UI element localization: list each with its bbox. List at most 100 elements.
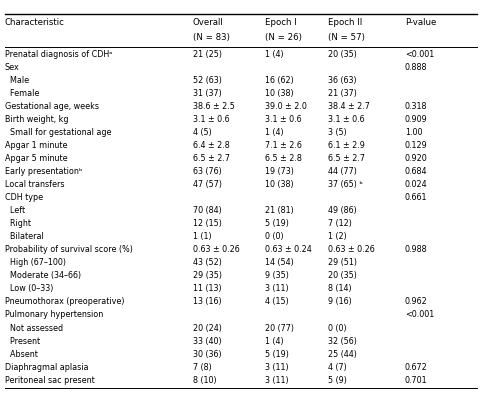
Text: 7 (12): 7 (12) <box>328 219 352 228</box>
Text: 3 (11): 3 (11) <box>265 284 289 294</box>
Text: (N = 26): (N = 26) <box>265 33 302 43</box>
Text: 49 (86): 49 (86) <box>328 206 357 215</box>
Text: (N = 83): (N = 83) <box>193 33 230 43</box>
Text: 0.63 ± 0.24: 0.63 ± 0.24 <box>265 245 312 254</box>
Text: <0.001: <0.001 <box>405 310 434 320</box>
Text: (N = 57): (N = 57) <box>328 33 365 43</box>
Text: 47 (57): 47 (57) <box>193 180 222 189</box>
Text: 3.1 ± 0.6: 3.1 ± 0.6 <box>265 115 302 124</box>
Text: 32 (56): 32 (56) <box>328 336 357 346</box>
Text: Overall: Overall <box>193 18 224 27</box>
Text: 30 (36): 30 (36) <box>193 349 221 359</box>
Text: 0.684: 0.684 <box>405 167 428 176</box>
Text: Early presentationᵇ: Early presentationᵇ <box>5 167 82 176</box>
Text: Male: Male <box>5 76 29 85</box>
Text: 0.988: 0.988 <box>405 245 428 254</box>
Text: 0.024: 0.024 <box>405 180 428 189</box>
Text: 0.661: 0.661 <box>405 193 428 202</box>
Text: 1 (4): 1 (4) <box>265 128 284 137</box>
Text: 52 (63): 52 (63) <box>193 76 222 85</box>
Text: 0 (0): 0 (0) <box>265 232 284 241</box>
Text: Epoch II: Epoch II <box>328 18 362 27</box>
Text: Sex: Sex <box>5 63 20 72</box>
Text: 21 (25): 21 (25) <box>193 50 222 59</box>
Text: 0.701: 0.701 <box>405 375 428 385</box>
Text: 3 (11): 3 (11) <box>265 375 289 385</box>
Text: 29 (51): 29 (51) <box>328 258 357 268</box>
Text: Pneumothorax (preoperative): Pneumothorax (preoperative) <box>5 297 124 307</box>
Text: 21 (81): 21 (81) <box>265 206 294 215</box>
Text: High (67–100): High (67–100) <box>5 258 66 268</box>
Text: Not assessed: Not assessed <box>5 323 63 333</box>
Text: 21 (37): 21 (37) <box>328 89 357 98</box>
Text: 6.5 ± 2.7: 6.5 ± 2.7 <box>328 154 365 163</box>
Text: 31 (37): 31 (37) <box>193 89 222 98</box>
Text: 6.4 ± 2.8: 6.4 ± 2.8 <box>193 141 229 150</box>
Text: 33 (40): 33 (40) <box>193 336 221 346</box>
Text: 1 (4): 1 (4) <box>265 50 284 59</box>
Text: Epoch I: Epoch I <box>265 18 297 27</box>
Text: Peritoneal sac present: Peritoneal sac present <box>5 375 94 385</box>
Text: 43 (52): 43 (52) <box>193 258 222 268</box>
Text: Bilateral: Bilateral <box>5 232 43 241</box>
Text: Probability of survival score (%): Probability of survival score (%) <box>5 245 133 254</box>
Text: Left: Left <box>5 206 25 215</box>
Text: Apgar 1 minute: Apgar 1 minute <box>5 141 67 150</box>
Text: 9 (35): 9 (35) <box>265 271 289 281</box>
Text: 38.4 ± 2.7: 38.4 ± 2.7 <box>328 102 370 111</box>
Text: 11 (13): 11 (13) <box>193 284 221 294</box>
Text: 4 (15): 4 (15) <box>265 297 289 307</box>
Text: 0.129: 0.129 <box>405 141 428 150</box>
Text: 10 (38): 10 (38) <box>265 89 294 98</box>
Text: 5 (9): 5 (9) <box>328 375 347 385</box>
Text: 1.00: 1.00 <box>405 128 422 137</box>
Text: 0.63 ± 0.26: 0.63 ± 0.26 <box>328 245 375 254</box>
Text: 0.888: 0.888 <box>405 63 428 72</box>
Text: Birth weight, kg: Birth weight, kg <box>5 115 68 124</box>
Text: 10 (38): 10 (38) <box>265 180 294 189</box>
Text: Local transfers: Local transfers <box>5 180 64 189</box>
Text: Apgar 5 minute: Apgar 5 minute <box>5 154 67 163</box>
Text: 20 (24): 20 (24) <box>193 323 222 333</box>
Text: 0.63 ± 0.26: 0.63 ± 0.26 <box>193 245 240 254</box>
Text: Pulmonary hypertension: Pulmonary hypertension <box>5 310 103 320</box>
Text: 6.1 ± 2.9: 6.1 ± 2.9 <box>328 141 365 150</box>
Text: 1 (4): 1 (4) <box>265 336 284 346</box>
Text: 25 (44): 25 (44) <box>328 349 357 359</box>
Text: 63 (76): 63 (76) <box>193 167 222 176</box>
Text: 70 (84): 70 (84) <box>193 206 222 215</box>
Text: 44 (77): 44 (77) <box>328 167 357 176</box>
Text: 20 (77): 20 (77) <box>265 323 294 333</box>
Text: Right: Right <box>5 219 31 228</box>
Text: 0 (0): 0 (0) <box>328 323 347 333</box>
Text: Small for gestational age: Small for gestational age <box>5 128 111 137</box>
Text: 19 (73): 19 (73) <box>265 167 294 176</box>
Text: Diaphragmal aplasia: Diaphragmal aplasia <box>5 362 88 372</box>
Text: 3.1 ± 0.6: 3.1 ± 0.6 <box>193 115 229 124</box>
Text: 0.672: 0.672 <box>405 362 428 372</box>
Text: 3 (5): 3 (5) <box>328 128 347 137</box>
Text: 0.909: 0.909 <box>405 115 428 124</box>
Text: Prenatal diagnosis of CDHᵃ: Prenatal diagnosis of CDHᵃ <box>5 50 112 59</box>
Text: 0.318: 0.318 <box>405 102 428 111</box>
Text: 20 (35): 20 (35) <box>328 271 357 281</box>
Text: 9 (16): 9 (16) <box>328 297 351 307</box>
Text: Present: Present <box>5 336 40 346</box>
Text: 7.1 ± 2.6: 7.1 ± 2.6 <box>265 141 302 150</box>
Text: 5 (19): 5 (19) <box>265 349 289 359</box>
Text: 20 (35): 20 (35) <box>328 50 357 59</box>
Text: Moderate (34–66): Moderate (34–66) <box>5 271 81 281</box>
Text: <0.001: <0.001 <box>405 50 434 59</box>
Text: Gestational age, weeks: Gestational age, weeks <box>5 102 99 111</box>
Text: Low (0–33): Low (0–33) <box>5 284 53 294</box>
Text: 6.5 ± 2.7: 6.5 ± 2.7 <box>193 154 230 163</box>
Text: 6.5 ± 2.8: 6.5 ± 2.8 <box>265 154 302 163</box>
Text: 29 (35): 29 (35) <box>193 271 222 281</box>
Text: 0.962: 0.962 <box>405 297 428 307</box>
Text: Absent: Absent <box>5 349 38 359</box>
Text: 8 (10): 8 (10) <box>193 375 216 385</box>
Text: 38.6 ± 2.5: 38.6 ± 2.5 <box>193 102 235 111</box>
Text: 39.0 ± 2.0: 39.0 ± 2.0 <box>265 102 307 111</box>
Text: P-value: P-value <box>405 18 436 27</box>
Text: 37 (65) ᵇ: 37 (65) ᵇ <box>328 180 362 189</box>
